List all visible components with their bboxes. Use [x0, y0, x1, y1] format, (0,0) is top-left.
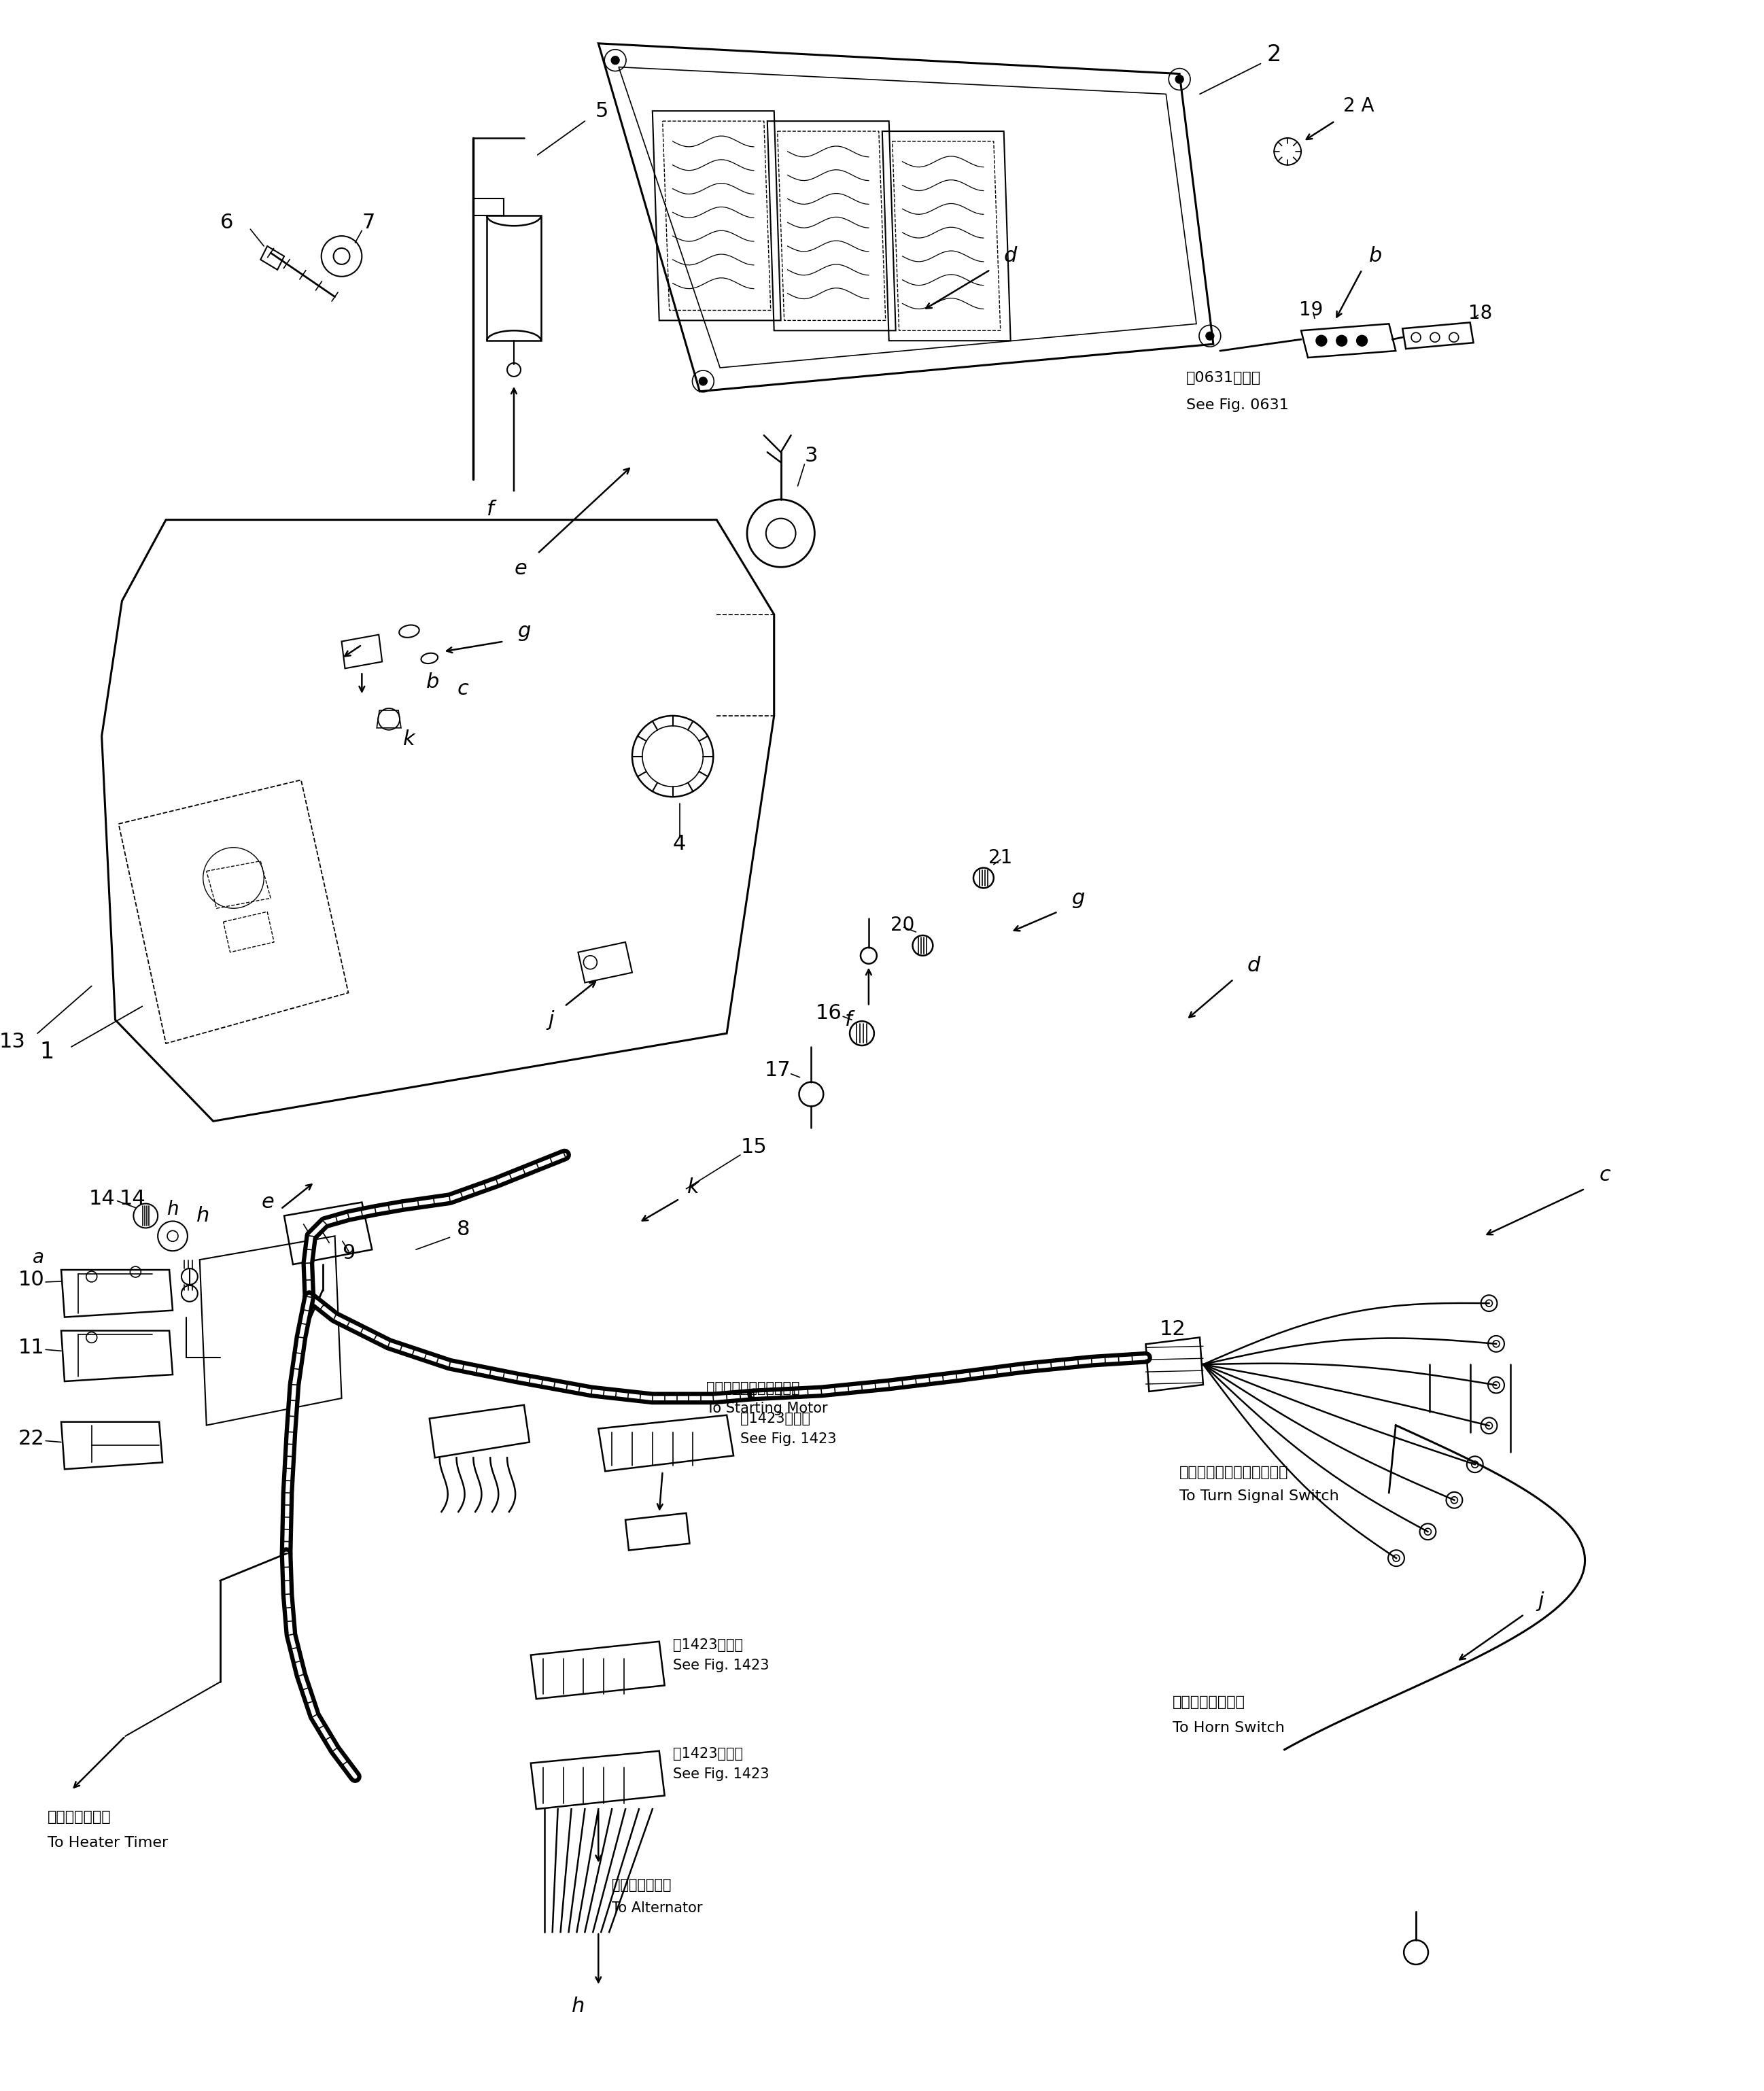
Text: h: h: [166, 1200, 178, 1219]
Text: d: d: [1004, 247, 1018, 266]
Text: ホーンスイッチへ: ホーンスイッチへ: [1173, 1696, 1245, 1708]
Text: 6: 6: [220, 213, 233, 232]
Text: To Alternator: To Alternator: [612, 1901, 702, 1915]
Text: e: e: [261, 1192, 273, 1213]
Text: See Fig. 1423: See Fig. 1423: [672, 1767, 769, 1782]
Text: スターティングモータヘ: スターティングモータヘ: [707, 1382, 799, 1395]
Circle shape: [1207, 332, 1214, 341]
Text: 11: 11: [18, 1338, 44, 1357]
Text: j: j: [1538, 1591, 1544, 1610]
Text: 21: 21: [988, 849, 1013, 868]
Text: See Fig. 1423: See Fig. 1423: [672, 1658, 769, 1673]
Text: f: f: [845, 1010, 852, 1029]
Text: 17: 17: [764, 1060, 790, 1081]
Circle shape: [1357, 335, 1367, 347]
Text: 第1423図参照: 第1423図参照: [672, 1637, 743, 1652]
Text: オルタネータヘ: オルタネータヘ: [612, 1878, 672, 1892]
Text: f: f: [487, 500, 494, 519]
Text: h: h: [572, 1997, 584, 2016]
Text: a: a: [34, 1248, 44, 1267]
Text: ターンシグナルスイッチへ: ターンシグナルスイッチへ: [1180, 1466, 1289, 1478]
Text: To Starting Motor: To Starting Motor: [707, 1401, 827, 1416]
Text: 19: 19: [1300, 301, 1323, 320]
Text: 12: 12: [1159, 1319, 1185, 1338]
Text: 22: 22: [18, 1428, 44, 1449]
Text: 第1423図参照: 第1423図参照: [672, 1746, 743, 1761]
Text: See Fig. 1423: See Fig. 1423: [741, 1432, 836, 1445]
Text: ヒータタイマヘ: ヒータタイマヘ: [48, 1811, 111, 1823]
Text: 7: 7: [362, 213, 376, 232]
Text: 9: 9: [342, 1242, 355, 1263]
Bar: [487, 215, 542, 341]
Text: k: k: [404, 730, 415, 749]
Text: 2: 2: [1267, 44, 1281, 67]
Circle shape: [699, 376, 707, 385]
Text: 5: 5: [594, 100, 609, 121]
Text: c: c: [1600, 1165, 1611, 1186]
Text: 20: 20: [891, 916, 914, 935]
Text: 16: 16: [815, 1004, 841, 1022]
Text: d: d: [1247, 956, 1261, 976]
Text: g: g: [517, 621, 531, 642]
Text: b: b: [1369, 247, 1381, 266]
Text: 15: 15: [741, 1138, 767, 1156]
Circle shape: [610, 56, 619, 65]
Text: 1: 1: [41, 1041, 55, 1064]
Text: To Horn Switch: To Horn Switch: [1173, 1721, 1284, 1736]
Text: j: j: [549, 1010, 554, 1029]
Circle shape: [1337, 335, 1348, 347]
Text: c: c: [457, 680, 469, 698]
Text: See Fig. 0631: See Fig. 0631: [1185, 397, 1289, 412]
Text: 10: 10: [18, 1269, 44, 1290]
Text: 第1423図参照: 第1423図参照: [741, 1411, 810, 1426]
Text: k: k: [686, 1177, 699, 1198]
Text: 8: 8: [457, 1219, 469, 1240]
Text: 14: 14: [120, 1190, 146, 1209]
Text: g: g: [1071, 889, 1085, 907]
Text: b: b: [427, 671, 439, 692]
Text: h: h: [196, 1207, 210, 1225]
Text: To Heater Timer: To Heater Timer: [48, 1836, 168, 1851]
Text: 18: 18: [1468, 303, 1492, 324]
Text: 4: 4: [672, 834, 686, 853]
Text: 3: 3: [804, 445, 818, 466]
Text: 2 A: 2 A: [1342, 96, 1374, 115]
Text: 13: 13: [0, 1031, 25, 1052]
Circle shape: [1316, 335, 1327, 347]
Circle shape: [1175, 75, 1184, 84]
Text: e: e: [515, 558, 527, 579]
Text: 第0631図参照: 第0631図参照: [1185, 370, 1261, 385]
Text: To Turn Signal Switch: To Turn Signal Switch: [1180, 1489, 1339, 1503]
Text: 14: 14: [88, 1190, 115, 1209]
